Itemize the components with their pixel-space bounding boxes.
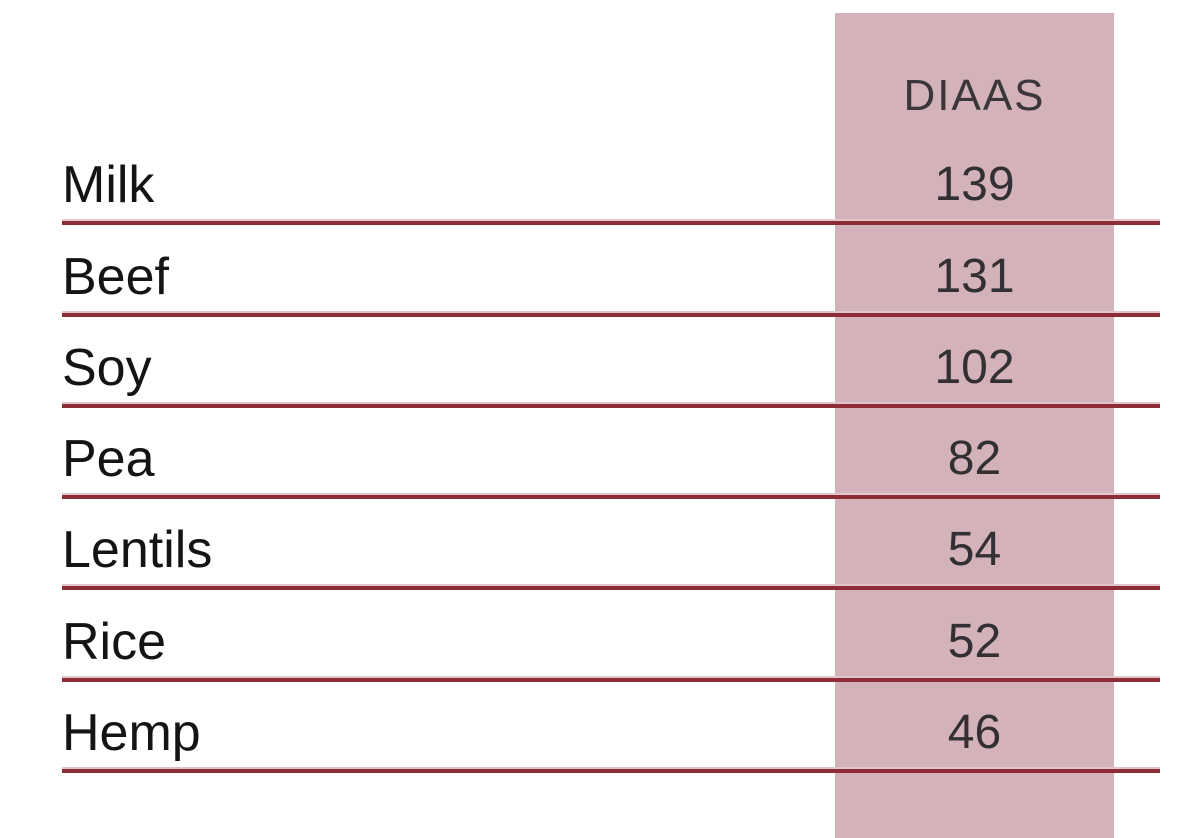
protein-label: Lentils (62, 521, 213, 580)
table-body: Milk 139 Beef 131 Soy 102 Pea 82 Lentils… (62, 134, 1160, 774)
diaas-value: 131 (934, 249, 1015, 303)
table-row: Hemp 46 (62, 682, 1160, 774)
diaas-value: 52 (947, 614, 1002, 668)
diaas-column-header: DIAAS (903, 71, 1046, 120)
diaas-column-highlight (835, 13, 1114, 838)
protein-diaas-table: DIAAS Milk 139 Beef 131 Soy 102 Pea 82 L… (62, 0, 1160, 774)
table-row: Beef 131 (62, 225, 1160, 317)
diaas-value: 139 (934, 158, 1015, 212)
diaas-value: 102 (934, 340, 1015, 394)
table-row: Pea 82 (62, 408, 1160, 500)
protein-label: Beef (62, 247, 169, 306)
protein-label: Rice (62, 612, 167, 671)
table-row: Rice 52 (62, 590, 1160, 682)
table-header-row: DIAAS (62, 0, 1160, 134)
protein-label: Hemp (62, 704, 201, 763)
table-row: Milk 139 (62, 134, 1160, 226)
protein-label: Pea (62, 430, 155, 489)
protein-label: Milk (62, 156, 155, 215)
diaas-value: 46 (947, 706, 1002, 760)
protein-label: Soy (62, 338, 152, 397)
diaas-value: 54 (947, 523, 1002, 577)
table-row: Lentils 54 (62, 499, 1160, 591)
diaas-value: 82 (947, 432, 1002, 486)
table-row: Soy 102 (62, 317, 1160, 408)
